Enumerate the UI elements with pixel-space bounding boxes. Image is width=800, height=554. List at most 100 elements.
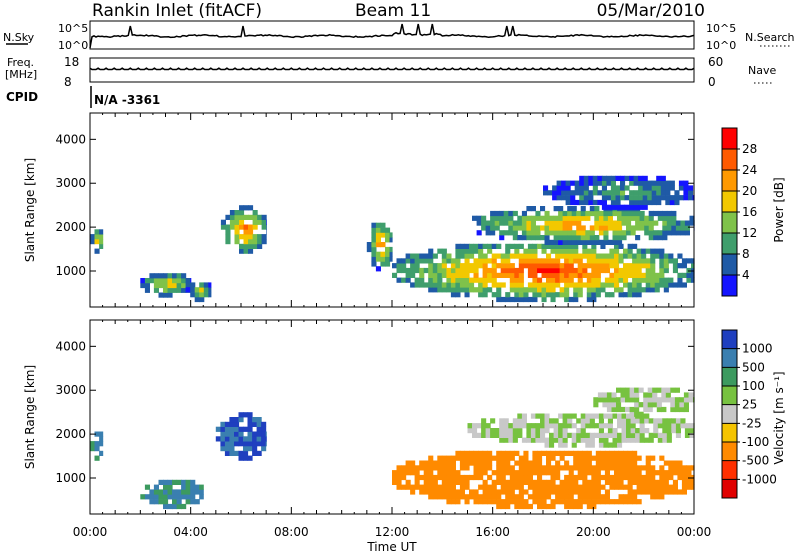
echo-cell xyxy=(546,465,552,471)
echo-cell xyxy=(527,479,533,485)
echo-cell xyxy=(644,225,650,231)
echo-cell xyxy=(220,421,226,427)
echo-cell xyxy=(657,215,663,221)
echo-cell xyxy=(620,180,626,186)
echo-cell xyxy=(428,465,434,471)
echo-cell xyxy=(441,287,447,293)
echo-cell xyxy=(679,397,685,403)
echo-cell xyxy=(600,267,606,274)
echo-cell xyxy=(589,225,595,231)
echo-cell xyxy=(265,431,267,437)
echo-cell xyxy=(181,282,187,289)
echo-cell xyxy=(662,235,668,241)
echo-cell xyxy=(419,489,425,495)
echo-cell xyxy=(562,418,568,424)
echo-cell xyxy=(635,428,641,434)
echo-cell xyxy=(567,432,573,438)
echo-cell xyxy=(464,272,470,278)
echo-cell xyxy=(94,446,100,452)
echo-cell xyxy=(473,470,479,476)
echo-cell xyxy=(455,470,461,476)
echo-cell xyxy=(648,235,654,241)
echo-cell xyxy=(482,253,488,259)
echo-cell xyxy=(469,277,475,283)
echo-cell xyxy=(549,442,555,448)
echo-cell xyxy=(540,423,546,429)
echo-cell xyxy=(544,239,550,245)
echo-cell xyxy=(546,263,552,269)
echo-cell xyxy=(261,446,267,452)
echo-cell xyxy=(561,195,567,201)
echo-cell xyxy=(99,450,104,456)
echo-cell xyxy=(530,413,536,419)
echo-cell xyxy=(473,494,479,500)
echo-cell xyxy=(496,465,502,471)
echo-cell xyxy=(668,484,674,490)
echo-cell xyxy=(432,494,438,500)
echo-cell xyxy=(555,484,561,490)
echo-cell xyxy=(553,215,559,221)
echo-cell xyxy=(371,251,377,257)
echo-cell xyxy=(437,277,443,283)
echo-cell xyxy=(523,296,529,303)
echo-cell xyxy=(555,258,561,264)
echo-cell xyxy=(623,455,629,461)
echo-cell xyxy=(568,282,574,288)
echo-cell xyxy=(684,428,690,434)
echo-cell xyxy=(556,190,562,196)
echo-cell xyxy=(526,432,532,438)
echo-cell xyxy=(550,296,556,303)
echo-cell xyxy=(535,437,541,443)
echo-cell xyxy=(585,418,591,424)
echo-cell xyxy=(553,418,559,424)
echo-cell xyxy=(99,234,104,240)
echo-cell xyxy=(583,185,589,191)
echo-cell xyxy=(532,263,538,269)
echo-cell xyxy=(158,292,164,298)
echo-cell xyxy=(636,267,642,274)
echo-cell xyxy=(505,494,511,500)
echo-cell xyxy=(428,258,434,264)
echo-cell xyxy=(508,437,514,443)
echo-cell xyxy=(450,465,456,471)
echo-cell xyxy=(680,220,686,226)
echo-cell xyxy=(589,230,595,236)
echo-cell xyxy=(544,423,550,429)
echo-cell xyxy=(199,287,205,293)
echo-cell xyxy=(546,258,552,264)
echo-cell xyxy=(509,499,515,505)
echo-cell xyxy=(256,417,262,423)
echo-cell xyxy=(432,489,438,495)
echo-cell xyxy=(598,437,604,443)
echo-cell xyxy=(659,267,665,274)
echo-cell xyxy=(464,253,470,259)
echo-cell xyxy=(482,499,488,505)
echo-cell xyxy=(677,263,683,269)
echo-cell xyxy=(482,287,488,293)
echo-cell xyxy=(549,230,555,236)
echo-cell xyxy=(257,239,263,245)
echo-cell xyxy=(603,235,609,241)
echo-cell xyxy=(653,230,659,236)
echo-cell xyxy=(558,225,564,231)
echo-cell xyxy=(630,428,636,434)
echo-cell xyxy=(494,210,500,217)
echo-cell xyxy=(641,253,647,259)
echo-cell xyxy=(243,243,249,249)
echo-cell xyxy=(568,465,574,471)
echo-cell xyxy=(532,277,538,283)
echo-cell xyxy=(224,431,230,437)
echo-cell xyxy=(654,282,660,288)
echo-cell xyxy=(614,277,620,283)
echo-cell xyxy=(689,423,695,429)
echo-cell xyxy=(537,474,543,481)
echo-cell xyxy=(487,243,493,249)
echo-cell xyxy=(220,219,226,225)
echo-cell xyxy=(681,282,687,288)
echo-cell xyxy=(656,406,662,413)
echo-cell xyxy=(239,243,245,249)
echo-cell xyxy=(247,455,253,461)
echo-cell xyxy=(555,460,561,466)
echo-cell xyxy=(481,423,487,429)
echo-cell xyxy=(674,397,680,403)
